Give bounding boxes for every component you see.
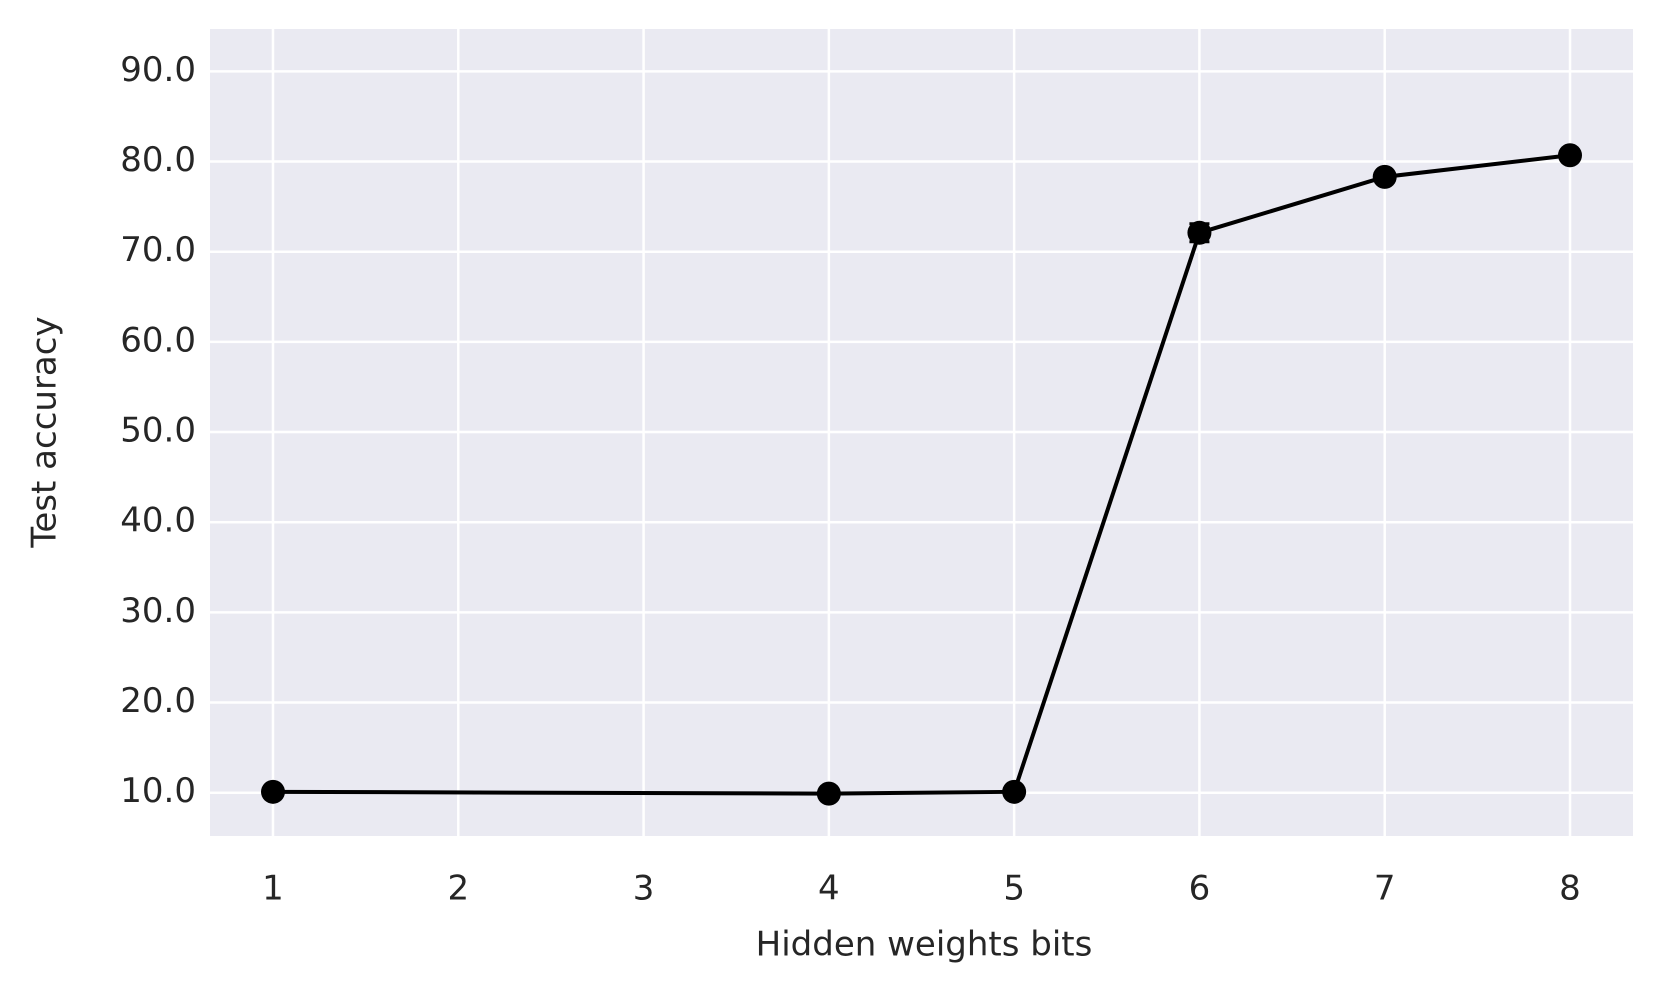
y-tick-label: 70.0 bbox=[120, 230, 196, 270]
x-tick-label: 2 bbox=[447, 869, 469, 909]
x-tick-label: 4 bbox=[818, 869, 840, 909]
x-axis-label: Hidden weights bits bbox=[756, 925, 1093, 965]
y-tick-label: 90.0 bbox=[120, 50, 196, 90]
marker bbox=[1187, 220, 1212, 245]
marker bbox=[1372, 164, 1397, 189]
x-tick-label: 5 bbox=[1003, 869, 1025, 909]
y-axis-label: Test accuracy bbox=[25, 316, 65, 548]
y-tick-label: 80.0 bbox=[120, 140, 196, 180]
y-tick-label: 40.0 bbox=[120, 501, 196, 541]
marker bbox=[260, 779, 285, 804]
marker bbox=[1002, 779, 1027, 804]
y-tick-label: 50.0 bbox=[120, 411, 196, 451]
y-tick-label: 10.0 bbox=[120, 771, 196, 811]
y-tick-label: 20.0 bbox=[120, 681, 196, 721]
x-tick-label: 1 bbox=[262, 869, 284, 909]
x-tick-label: 8 bbox=[1559, 869, 1581, 909]
x-tick-label: 6 bbox=[1189, 869, 1211, 909]
x-tick-label: 7 bbox=[1374, 869, 1396, 909]
marker bbox=[816, 781, 841, 806]
x-tick-label: 3 bbox=[633, 869, 655, 909]
y-tick-label: 30.0 bbox=[120, 591, 196, 631]
marker bbox=[1558, 143, 1583, 168]
line bbox=[272, 153, 1571, 796]
y-tick-label: 60.0 bbox=[120, 320, 196, 360]
